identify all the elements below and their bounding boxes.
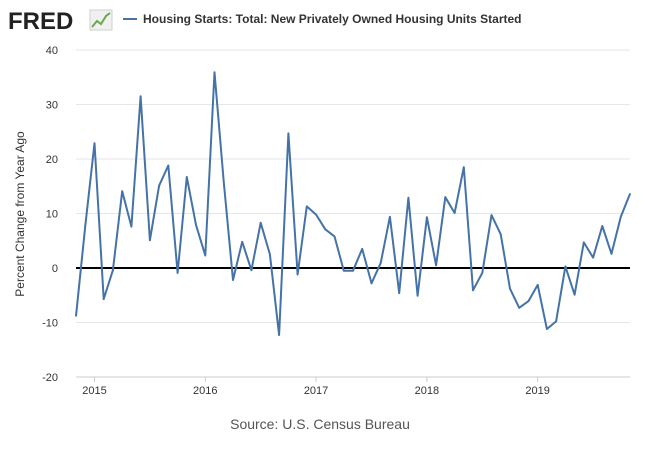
data-point: [573, 293, 576, 296]
data-point: [463, 166, 465, 168]
x-tick-label: 2016: [193, 385, 217, 397]
data-point: [389, 216, 391, 218]
data-point: [222, 180, 225, 183]
data-point: [278, 334, 280, 336]
x-tick-label: 2017: [304, 385, 328, 397]
data-point: [315, 213, 317, 216]
data-point: [472, 289, 474, 292]
data-point: [149, 239, 151, 241]
line-chart-icon: [89, 9, 113, 31]
data-point: [536, 284, 539, 286]
y-tick-label: 30: [46, 100, 58, 112]
data-point: [306, 205, 308, 208]
data-point: [158, 184, 160, 187]
y-tick-label: -20: [42, 372, 58, 384]
data-point: [564, 265, 567, 268]
data-point: [176, 272, 179, 274]
fred-logo: FRED: [8, 8, 113, 35]
data-point: [601, 225, 604, 227]
data-point: [121, 190, 123, 192]
data-point: [112, 269, 114, 272]
chart-title: Housing Starts: Total: New Privately Own…: [143, 12, 522, 26]
data-point: [555, 320, 557, 323]
data-point: [426, 216, 428, 219]
data-point: [370, 282, 373, 285]
data-point: [481, 272, 484, 274]
data-point: [195, 224, 197, 226]
series: [75, 71, 631, 336]
data-point: [527, 300, 530, 303]
data-point: [241, 241, 243, 243]
data-point: [453, 212, 456, 214]
x-tick-label: 2018: [415, 385, 439, 397]
data-point: [250, 269, 253, 272]
y-tick-label: 0: [52, 263, 58, 275]
data-point: [444, 196, 447, 198]
data-point: [490, 214, 493, 216]
source-note: Source: U.S. Census Bureau: [230, 416, 410, 432]
x-axis-ticks: 2015 2016 2017 2018 2019: [82, 377, 550, 397]
chart-legend: Housing Starts: Total: New Privately Own…: [123, 12, 522, 26]
y-tick-label: 20: [46, 154, 58, 166]
y-tick-label: -10: [42, 318, 58, 330]
y-tick-label: 10: [46, 209, 58, 221]
data-point: [186, 176, 188, 178]
data-point: [139, 95, 142, 98]
data-point: [287, 132, 290, 135]
data-point: [333, 235, 336, 238]
data-point: [93, 142, 96, 144]
data-point: [352, 269, 354, 272]
data-point: [75, 315, 77, 317]
data-point: [259, 222, 262, 224]
data-point: [379, 262, 382, 264]
data-point: [130, 225, 133, 228]
data-point: [213, 71, 216, 74]
data-point: [167, 164, 170, 167]
x-tick-label: 2019: [525, 385, 549, 397]
data-point: [416, 295, 419, 297]
y-tick-label: 40: [46, 45, 58, 57]
data-point: [592, 256, 594, 259]
data-point: [269, 253, 271, 256]
data-point: [509, 287, 511, 290]
data-point: [407, 196, 410, 199]
data-point: [546, 328, 548, 330]
data-point: [232, 279, 234, 281]
data-point: [620, 216, 622, 218]
data-point: [629, 193, 631, 195]
data-point: [435, 264, 437, 267]
data-point: [204, 254, 207, 257]
y-axis-label: Percent Change from Year Ago: [13, 131, 27, 297]
data-point: [84, 225, 86, 228]
data-point: [296, 273, 299, 276]
y-axis-ticks: 40 30 20 10 0 -10 -20: [42, 45, 58, 384]
series-line: [75, 71, 631, 336]
data-point: [324, 228, 327, 231]
data-point: [518, 307, 520, 309]
data-point: [102, 298, 105, 300]
data-point: [610, 253, 613, 255]
fred-logo-text: FRED: [8, 8, 73, 35]
data-point: [499, 233, 502, 235]
data-point: [398, 292, 401, 294]
data-point: [343, 269, 345, 272]
x-tick-label: 2015: [82, 385, 106, 397]
data-point: [361, 248, 364, 250]
data-point: [583, 241, 585, 244]
